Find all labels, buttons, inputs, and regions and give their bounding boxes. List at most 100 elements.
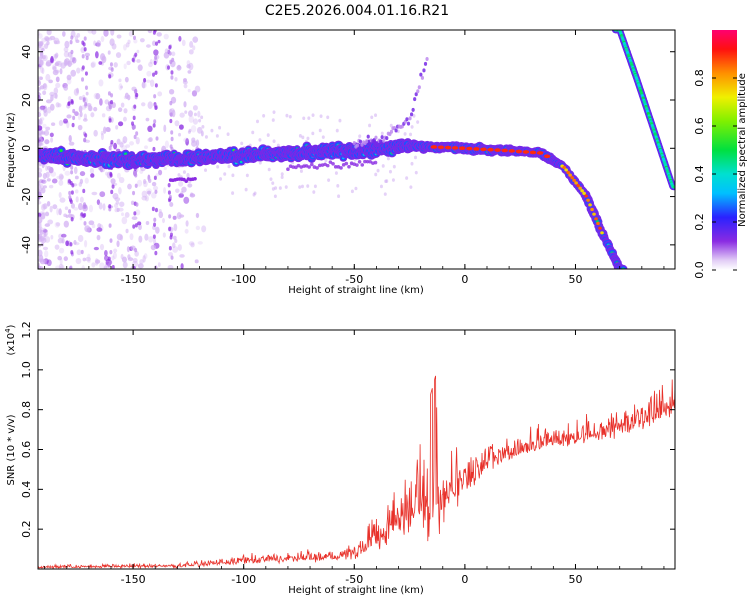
spectrogram-noise-dot xyxy=(255,119,259,124)
spectrogram-noise-dot xyxy=(385,179,389,183)
spectrogram-noise-dot xyxy=(99,98,103,106)
spectrogram-streak-dot xyxy=(134,183,138,188)
spectrogram-noise-dot xyxy=(185,138,189,146)
lower-branch-dot xyxy=(360,163,365,167)
spectrogram-noise-dot xyxy=(39,179,46,184)
spectrogram-noise-dot xyxy=(58,191,62,198)
spectrogram-noise-dot xyxy=(143,78,147,83)
spectrogram-noise-dot xyxy=(272,139,276,143)
spectrogram-noise-dot xyxy=(55,40,61,45)
spectrogram-noise-dot xyxy=(42,246,49,251)
upper-branch-dot xyxy=(411,107,415,112)
spectrogram-noise-dot xyxy=(55,82,61,89)
spectrogram-noise-dot xyxy=(49,132,54,138)
spectrogram-noise-dot xyxy=(84,52,90,57)
spectrogram-noise-dot xyxy=(99,191,106,198)
spectrogram-noise-dot xyxy=(171,51,176,57)
spectrogram-streak-dot xyxy=(69,242,73,247)
spectrogram-noise-dot xyxy=(38,254,44,262)
spectrogram-noise-dot xyxy=(389,123,393,128)
spectrogram-noise-dot xyxy=(383,192,387,196)
spectrogram-noise-dot xyxy=(381,164,385,168)
lower-branch-dot xyxy=(331,162,335,166)
spectrogram-noise-dot xyxy=(173,223,178,232)
spectrogram-noise-dot xyxy=(147,101,153,109)
spectrogram-noise-dot xyxy=(121,212,124,217)
spectrogram-noise-dot xyxy=(81,265,86,269)
spectrogram-noise-dot xyxy=(174,238,178,244)
spectrogram-noise-dot xyxy=(137,64,143,71)
main-trace-peak xyxy=(501,148,508,153)
spectrogram-streak-dot xyxy=(132,224,136,229)
spectrogram-noise-dot xyxy=(183,137,190,143)
spectrogram-noise-dot xyxy=(370,115,374,120)
spectrogram-noise-dot xyxy=(149,79,155,88)
spectrogram-noise-dot xyxy=(70,203,76,209)
spectrogram-noise-dot xyxy=(258,160,262,165)
main-trace-peak xyxy=(572,178,576,182)
spectrogram-noise-dot xyxy=(130,200,135,206)
spectrogram-noise-dot xyxy=(63,51,70,58)
spectrogram-noise-dot xyxy=(201,225,207,233)
spectrogram-noise-dot xyxy=(153,185,159,191)
main-trace-peak xyxy=(566,170,570,175)
spectrogram-noise-dot xyxy=(46,30,52,36)
spectrogram-noise-dot xyxy=(38,31,41,36)
spectrogram-noise-dot xyxy=(163,187,166,194)
spectrogram-noise-dot xyxy=(122,261,128,269)
spectrogram-noise-dot xyxy=(312,190,316,194)
spectrogram-noise-dot xyxy=(122,116,127,122)
spectrogram-noise-dot xyxy=(39,106,46,112)
spectrogram-noise-dot xyxy=(162,217,165,224)
spectrogram-noise-dot xyxy=(38,112,42,118)
spectrogram-noise-dot xyxy=(179,112,185,118)
spectrogram-noise-dot xyxy=(175,188,180,193)
spectrogram-noise-dot xyxy=(90,61,97,68)
spectrogram-noise-dot xyxy=(55,222,61,227)
spectrogram-streak-dot xyxy=(69,265,73,269)
spectrogram-noise-dot xyxy=(101,55,107,64)
spectrogram-noise-dot xyxy=(301,135,305,140)
spectrogram-noise-dot xyxy=(216,164,220,169)
spectrogram-noise-dot xyxy=(41,179,47,184)
spectrogram-noise-dot xyxy=(245,173,249,178)
spectrogram-noise-dot xyxy=(187,88,191,93)
spectrogram-noise-dot xyxy=(51,178,58,184)
spectrogram-noise-dot xyxy=(178,124,184,130)
spectrogram-noise-dot xyxy=(392,164,396,169)
spectrogram-noise-dot xyxy=(143,179,147,185)
spectrogram-streak-dot xyxy=(108,74,112,79)
spectrogram-noise-dot xyxy=(374,113,378,118)
upper-branch-dot xyxy=(405,117,409,122)
spectrogram-streak-dot xyxy=(109,173,113,178)
spectrogram-noise-dot xyxy=(57,255,63,261)
spectrogram-noise-dot xyxy=(135,209,141,216)
spectrogram-noise-dot xyxy=(89,167,95,174)
upper-branch-dot xyxy=(379,139,383,144)
spectrogram-noise-dot xyxy=(306,136,310,141)
spectrogram-noise-dot xyxy=(141,190,148,198)
spectrogram-noise-dot xyxy=(299,169,303,173)
spectrogram-noise-dot xyxy=(116,207,120,212)
spectrogram-noise-dot xyxy=(129,141,135,146)
spectrogram-noise-dot xyxy=(278,186,282,190)
spectrogram-streak-dot xyxy=(169,118,173,124)
spectrogram-noise-dot xyxy=(158,211,164,219)
spectrogram-noise-dot xyxy=(118,107,123,113)
spectrogram-noise-dot xyxy=(49,57,55,64)
spectrogram-noise-dot xyxy=(120,102,125,108)
main-trace-peak xyxy=(574,181,578,185)
spectrogram-noise-dot xyxy=(311,131,315,136)
spectrogram-noise-dot xyxy=(177,173,181,177)
spectrogram-noise-dot xyxy=(45,126,51,131)
spectrogram-noise-dot xyxy=(50,122,56,127)
spectrogram-noise-dot xyxy=(138,224,142,231)
spectrogram-noise-dot xyxy=(84,177,89,184)
spectrogram-streak-dot xyxy=(152,234,156,239)
upper-branch-dot xyxy=(394,128,398,133)
spectrogram-noise-dot xyxy=(141,81,147,89)
spectrogram-noise-dot xyxy=(226,132,230,137)
spectrogram-noise-dot xyxy=(176,212,182,220)
spectrogram-noise-dot xyxy=(354,186,358,191)
spectrogram-noise-dot xyxy=(58,173,64,181)
